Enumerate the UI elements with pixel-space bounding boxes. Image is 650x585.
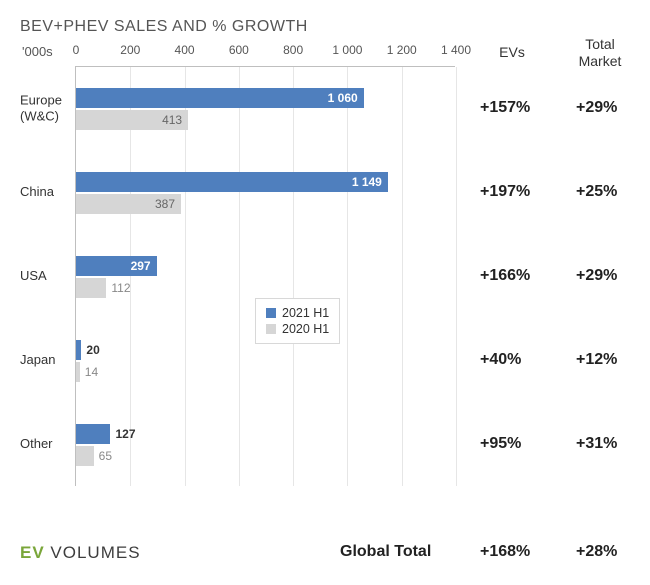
legend-label-2021: 2021 H1 (282, 306, 329, 320)
gridline (402, 67, 403, 486)
xtick-label: 400 (175, 43, 195, 57)
bar-label-2021: 20 (86, 343, 99, 357)
bar-label-2021: 1 060 (328, 91, 358, 105)
bar-2021 (76, 424, 110, 444)
bar-2020 (76, 278, 106, 298)
total-growth: +25% (576, 183, 617, 201)
total-growth: +29% (576, 267, 617, 285)
bar-2021 (76, 88, 364, 108)
global-total-label: Global Total (340, 543, 431, 561)
total-growth: +29% (576, 99, 617, 117)
y-axis-unit: '000s (22, 44, 53, 59)
gridline (347, 67, 348, 486)
gridline (239, 67, 240, 486)
xtick-label: 1 400 (441, 43, 471, 57)
column-header-evs: EVs (482, 44, 542, 60)
legend-item-2021: 2021 H1 (266, 305, 329, 321)
chart-area: '000s 02004006008001 0001 2001 4001 0604… (20, 66, 630, 506)
bar-label-2020: 14 (85, 365, 98, 379)
bar-2021 (76, 172, 388, 192)
bar-2020 (76, 362, 80, 382)
category-label: Japan (20, 352, 70, 368)
legend-label-2020: 2020 H1 (282, 322, 329, 336)
bar-2021 (76, 340, 81, 360)
bar-label-2020: 387 (155, 197, 175, 211)
global-ev-growth: +168% (480, 543, 530, 561)
legend-swatch-2021 (266, 308, 276, 318)
footer: EV VOLUMES Global Total +168% +28% (20, 537, 630, 567)
chart-title: BEV+PHEV SALES AND % GROWTH (20, 18, 630, 36)
column-header-total: Total Market (565, 36, 635, 70)
bar-label-2021: 127 (115, 427, 135, 441)
gridline (293, 67, 294, 486)
xtick-label: 1 200 (387, 43, 417, 57)
ev-growth: +166% (480, 267, 530, 285)
category-label: Other (20, 436, 70, 452)
bar-2020 (76, 446, 94, 466)
legend-swatch-2020 (266, 324, 276, 334)
category-label: USA (20, 268, 70, 284)
total-growth: +31% (576, 435, 617, 453)
ev-growth: +40% (480, 351, 521, 369)
xtick-label: 600 (229, 43, 249, 57)
global-total-growth: +28% (576, 543, 617, 561)
bar-label-2021: 297 (131, 259, 151, 273)
ev-growth: +197% (480, 183, 530, 201)
total-growth: +12% (576, 351, 617, 369)
ev-growth: +95% (480, 435, 521, 453)
bar-label-2020: 413 (162, 113, 182, 127)
brand-logo: EV VOLUMES (20, 543, 141, 563)
xtick-label: 1 000 (332, 43, 362, 57)
legend: 2021 H1 2020 H1 (255, 298, 340, 344)
bar-label-2021: 1 149 (352, 175, 382, 189)
bar-label-2020: 65 (99, 449, 112, 463)
category-label: Europe (W&C) (20, 92, 70, 123)
category-label: China (20, 184, 70, 200)
brand-ev: EV (20, 543, 45, 562)
xtick-label: 0 (73, 43, 80, 57)
brand-volumes: VOLUMES (45, 543, 141, 562)
legend-item-2020: 2020 H1 (266, 321, 329, 337)
plot-area: 02004006008001 0001 2001 4001 0604131 14… (75, 66, 455, 486)
bar-label-2020: 112 (111, 281, 130, 295)
ev-growth: +157% (480, 99, 530, 117)
gridline (456, 67, 457, 486)
xtick-label: 200 (120, 43, 140, 57)
xtick-label: 800 (283, 43, 303, 57)
